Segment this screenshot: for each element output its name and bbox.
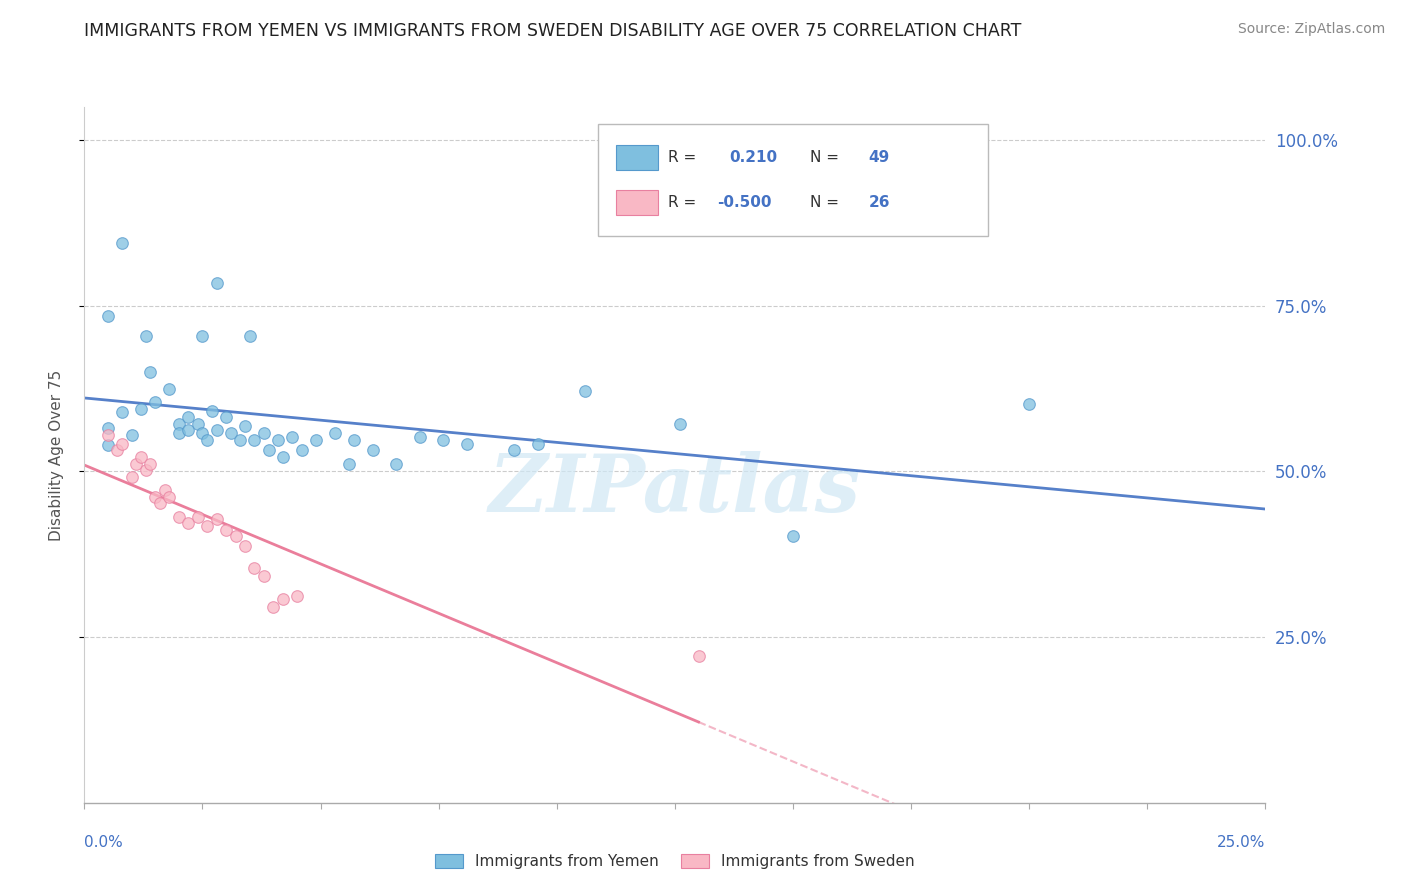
- Point: [574, 384, 596, 398]
- Text: 26: 26: [869, 194, 890, 210]
- Point: [195, 433, 218, 447]
- FancyBboxPatch shape: [616, 145, 658, 169]
- Point: [135, 328, 157, 343]
- Point: [668, 417, 690, 431]
- Point: [385, 457, 408, 471]
- Point: [129, 450, 152, 464]
- Point: [253, 569, 276, 583]
- Point: [253, 425, 276, 440]
- Point: [432, 433, 454, 447]
- Point: [215, 523, 238, 537]
- Point: [107, 443, 129, 458]
- Point: [215, 410, 238, 425]
- Point: [233, 539, 256, 553]
- Point: [1018, 397, 1040, 411]
- Legend: Immigrants from Yemen, Immigrants from Sweden: Immigrants from Yemen, Immigrants from S…: [429, 848, 921, 875]
- Point: [187, 509, 209, 524]
- Point: [125, 457, 148, 471]
- Point: [205, 276, 228, 290]
- Point: [139, 365, 162, 379]
- Point: [97, 421, 120, 435]
- Text: ZIPatlas: ZIPatlas: [489, 451, 860, 528]
- Point: [121, 428, 143, 442]
- Point: [111, 405, 134, 419]
- Text: N =: N =: [810, 194, 844, 210]
- Point: [285, 589, 308, 603]
- Point: [262, 600, 284, 615]
- Point: [239, 328, 262, 343]
- Point: [143, 490, 166, 504]
- Point: [291, 443, 314, 458]
- Text: IMMIGRANTS FROM YEMEN VS IMMIGRANTS FROM SWEDEN DISABILITY AGE OVER 75 CORRELATI: IMMIGRANTS FROM YEMEN VS IMMIGRANTS FROM…: [84, 22, 1022, 40]
- Point: [111, 235, 134, 250]
- Point: [195, 518, 218, 533]
- Point: [225, 529, 247, 543]
- Point: [167, 417, 190, 431]
- Point: [149, 496, 172, 510]
- Text: 49: 49: [869, 150, 890, 165]
- Text: Source: ZipAtlas.com: Source: ZipAtlas.com: [1237, 22, 1385, 37]
- Point: [243, 433, 266, 447]
- Point: [323, 425, 346, 440]
- Point: [157, 490, 180, 504]
- Text: 0.0%: 0.0%: [84, 836, 124, 850]
- Point: [129, 401, 152, 416]
- Point: [267, 433, 290, 447]
- Text: -0.500: -0.500: [717, 194, 772, 210]
- Point: [456, 436, 478, 450]
- Point: [121, 470, 143, 484]
- Point: [177, 424, 200, 438]
- Point: [191, 425, 214, 440]
- Point: [97, 309, 120, 323]
- Point: [177, 516, 200, 531]
- Point: [97, 428, 120, 442]
- Point: [337, 457, 360, 471]
- Point: [271, 591, 294, 606]
- Point: [219, 425, 242, 440]
- Point: [177, 410, 200, 425]
- Point: [135, 463, 157, 477]
- Point: [409, 430, 432, 444]
- Point: [343, 433, 366, 447]
- Point: [205, 424, 228, 438]
- Point: [139, 457, 162, 471]
- Point: [157, 382, 180, 396]
- Point: [782, 529, 804, 543]
- Point: [205, 512, 228, 526]
- Text: R =: R =: [668, 150, 702, 165]
- Point: [229, 433, 252, 447]
- Y-axis label: Disability Age Over 75: Disability Age Over 75: [49, 369, 63, 541]
- Point: [361, 443, 384, 458]
- Text: 0.210: 0.210: [730, 150, 778, 165]
- Point: [257, 443, 280, 458]
- Point: [233, 419, 256, 434]
- Text: 25.0%: 25.0%: [1218, 836, 1265, 850]
- Point: [167, 509, 190, 524]
- Text: R =: R =: [668, 194, 702, 210]
- Point: [143, 395, 166, 409]
- Point: [527, 436, 550, 450]
- Point: [187, 417, 209, 431]
- Point: [153, 483, 176, 497]
- Point: [271, 450, 294, 464]
- Point: [191, 328, 214, 343]
- Point: [503, 443, 526, 458]
- Point: [167, 425, 190, 440]
- Point: [111, 436, 134, 450]
- Point: [281, 430, 304, 444]
- Point: [305, 433, 328, 447]
- Point: [97, 438, 120, 452]
- FancyBboxPatch shape: [616, 190, 658, 215]
- Text: N =: N =: [810, 150, 844, 165]
- Point: [201, 403, 224, 417]
- Point: [688, 648, 710, 663]
- FancyBboxPatch shape: [598, 124, 988, 235]
- Point: [243, 560, 266, 574]
